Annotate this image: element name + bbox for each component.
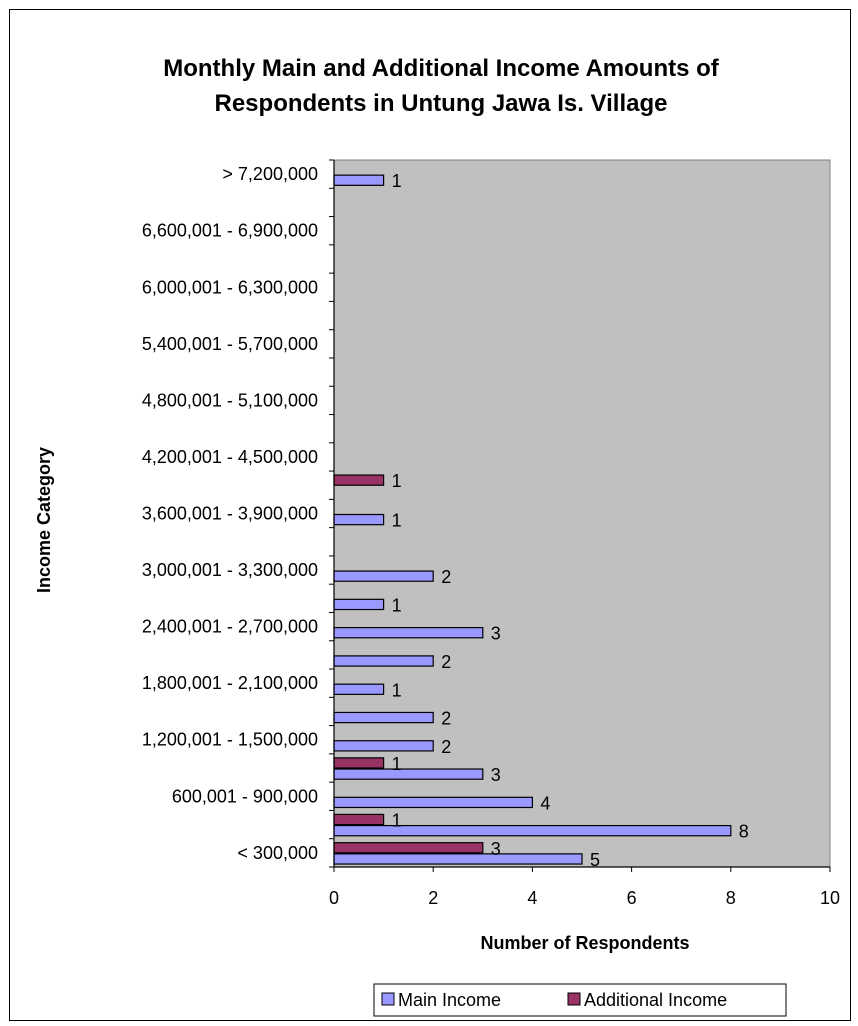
- x-tick-label-8: 8: [726, 888, 736, 908]
- data-label-main-income-1: 8: [739, 822, 749, 842]
- legend-label-additional-income: Additional Income: [584, 990, 727, 1010]
- data-label-main-income-3: 3: [491, 765, 501, 785]
- y-axis-title: Income Category: [34, 447, 54, 593]
- plot-area: [333, 159, 831, 868]
- x-tick-label-4: 4: [527, 888, 537, 908]
- category-label-0: < 300,000: [237, 843, 318, 863]
- category-label-16: 4,800,001 - 5,100,000: [142, 390, 318, 410]
- data-labels: 5 8 4 3 2 2 1 2 3 1 2 1 1 3 1 1 1: [392, 171, 749, 870]
- bar-main-income-0: [333, 853, 583, 865]
- category-label-10: 3,000,001 - 3,300,000: [142, 560, 318, 580]
- bar-main-income-5: [333, 711, 434, 724]
- data-label-main-income-0: 5: [590, 850, 600, 870]
- bar-main-income-3: [333, 768, 484, 780]
- x-axis-title: Number of Respondents: [480, 933, 689, 953]
- bar-main-income-4: [333, 740, 434, 752]
- data-label-additional-income-13: 1: [392, 471, 402, 491]
- bar-main-income-12: [333, 513, 385, 526]
- category-label-14: 4,200,001 - 4,500,000: [142, 447, 318, 467]
- income-bar-chart: Monthly Main and Additional Income Amoun…: [34, 55, 840, 1017]
- data-label-additional-income-0: 3: [491, 839, 501, 859]
- category-label-20: 6,000,001 - 6,300,000: [142, 277, 318, 297]
- x-tick-label-10: 10: [820, 888, 840, 908]
- bar-main-income-7: [333, 655, 434, 667]
- x-tick-label-6: 6: [627, 888, 637, 908]
- chart-frame: Monthly Main and Additional Income Amoun…: [9, 9, 851, 1021]
- axes-group: [329, 159, 831, 872]
- bar-additional-income-3: [333, 757, 385, 769]
- x-tick-labels: 0 2 4 6 8 10: [329, 888, 840, 908]
- data-label-main-income-4: 2: [441, 737, 451, 757]
- category-label-6: 1,800,001 - 2,100,000: [142, 673, 318, 693]
- data-label-main-income-12: 1: [392, 511, 402, 531]
- data-label-main-income-9: 1: [392, 595, 402, 615]
- legend: Main Income Additional Income: [373, 983, 787, 1017]
- bars-group: [333, 174, 732, 865]
- category-label-18: 5,400,001 - 5,700,000: [142, 334, 318, 354]
- legend-swatch-additional-income: [567, 992, 581, 1006]
- bar-main-income-24: [333, 174, 385, 186]
- category-label-22: 6,600,001 - 6,900,000: [142, 221, 318, 241]
- category-label-12: 3,600,001 - 3,900,000: [142, 504, 318, 524]
- category-label-24: > 7,200,000: [222, 164, 318, 184]
- data-label-additional-income-3: 1: [392, 754, 402, 774]
- bar-additional-income-1: [333, 813, 385, 826]
- bar-main-income-8: [333, 627, 484, 639]
- legend-swatch-main-income: [381, 992, 395, 1006]
- category-label-4: 1,200,001 - 1,500,000: [142, 730, 318, 750]
- bar-main-income-9: [333, 598, 385, 611]
- data-label-additional-income-1: 1: [392, 810, 402, 830]
- category-label-8: 2,400,001 - 2,700,000: [142, 617, 318, 637]
- chart-title-line-1: Monthly Main and Additional Income Amoun…: [163, 55, 720, 82]
- bar-additional-income-13: [333, 474, 385, 486]
- data-label-main-income-6: 1: [392, 680, 402, 700]
- x-tick-label-2: 2: [428, 888, 438, 908]
- category-label-2: 600,001 - 900,000: [172, 786, 318, 806]
- data-label-main-income-2: 4: [540, 793, 550, 813]
- chart-title-line-2: Respondents in Untung Jawa Is. Village: [215, 90, 668, 117]
- bar-main-income-2: [333, 796, 533, 809]
- x-tick-label-0: 0: [329, 888, 339, 908]
- bar-main-income-10: [333, 570, 434, 582]
- bar-main-income-6: [333, 683, 385, 695]
- data-label-main-income-10: 2: [441, 567, 451, 587]
- data-label-main-income-24: 1: [392, 171, 402, 191]
- data-label-main-income-8: 3: [491, 624, 501, 644]
- data-label-main-income-5: 2: [441, 709, 451, 729]
- bar-additional-income-0: [333, 842, 484, 854]
- category-labels: < 300,000 600,001 - 900,000 1,200,001 - 1,…: [142, 164, 318, 863]
- legend-label-main-income: Main Income: [398, 990, 501, 1010]
- data-label-main-income-7: 2: [441, 652, 451, 672]
